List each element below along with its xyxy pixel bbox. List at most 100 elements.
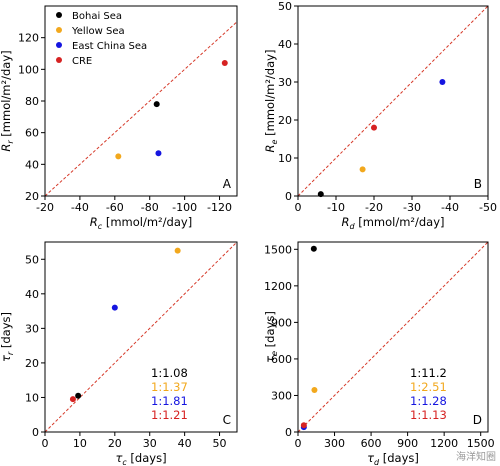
data-point-bohai-sea: [310, 245, 317, 252]
y-tick-label: 40: [25, 158, 39, 171]
y-tick-label: 10: [25, 391, 39, 404]
x-tick-label: -40: [441, 201, 459, 214]
y-tick-label: 1200: [264, 280, 292, 293]
x-tick-label: 0: [295, 201, 302, 214]
x-tick-label: -100: [172, 201, 197, 214]
panel-label: D: [473, 413, 482, 427]
y-tick-label: 50: [25, 253, 39, 266]
x-tick-label: 40: [178, 437, 192, 450]
legend-marker: [56, 27, 62, 33]
ratio-annotation: 1:1.81: [151, 394, 188, 408]
x-tick-label: 0: [42, 437, 49, 450]
data-point-cre: [371, 124, 377, 131]
x-tick-label: -40: [71, 201, 89, 214]
y-tick-label: 20: [25, 357, 39, 370]
ratio-annotation: 1:1.08: [151, 366, 188, 380]
y-axis-label: τe [days]: [263, 311, 279, 363]
y-tick-label: 30: [278, 76, 292, 89]
y-tick-label: 20: [278, 114, 292, 127]
data-point-east-china-sea: [111, 304, 118, 311]
x-tick-label: 600: [361, 437, 382, 450]
x-axis-label: τc [days]: [115, 451, 166, 466]
x-tick-label: 1200: [430, 437, 458, 450]
data-point-bohai-sea: [75, 392, 82, 399]
axes-frame: [297, 5, 489, 197]
panel-label: A: [223, 177, 232, 191]
x-axis-label: Rc [mmol/m²/day]: [90, 215, 192, 231]
y-tick-label: 900: [271, 316, 292, 329]
panel-label: C: [223, 413, 231, 427]
y-tick-label: 40: [278, 38, 292, 51]
y-tick-label: 10: [278, 152, 292, 165]
x-tick-label: 50: [213, 437, 227, 450]
data-point-bohai-sea: [317, 191, 324, 198]
panel-label: B: [474, 177, 482, 191]
y-tick-label: 20: [25, 190, 39, 203]
x-tick-label: -80: [141, 201, 159, 214]
ratio-annotation: 1:1.21: [151, 408, 188, 422]
legend-label: CRE: [72, 56, 92, 67]
y-tick-label: 1500: [264, 243, 292, 256]
panel-b: 0 -10 -20 -30 -40 -50 0 10 20 30 40 50 Rd [mmol/m²/d…: [263, 0, 497, 231]
legend-marker: [56, 12, 62, 18]
one-to-one-line: [298, 6, 488, 196]
axes-frame: [44, 241, 238, 433]
data-point-yellow-sea: [311, 386, 318, 393]
ratio-annotation: 1:1.13: [410, 408, 447, 422]
x-tick-label: -30: [403, 201, 421, 214]
one-to-one-line: [45, 242, 237, 432]
x-tick-label: 0: [295, 437, 302, 450]
x-tick-label: 30: [143, 437, 157, 450]
data-point-yellow-sea: [174, 247, 181, 254]
x-tick-label: 10: [73, 437, 87, 450]
legend: Bohai Sea Yellow Sea East China Sea CRE: [56, 11, 147, 67]
y-axis-label: Rr [mmol/m²/day]: [0, 50, 15, 151]
panel-c: 0 10 20 30 40 50 0 10 20 30 40 50 τc [days] τr [days]…: [0, 241, 238, 466]
ratio-annotation: 1:11.2: [410, 366, 447, 380]
x-tick-label: 300: [324, 437, 345, 450]
ratio-annotation: 1:1.37: [151, 380, 188, 394]
legend-label: Yellow Sea: [71, 26, 125, 37]
y-tick-label: 60: [25, 127, 39, 140]
one-to-one-line: [45, 21, 237, 196]
x-tick-label: -60: [106, 201, 124, 214]
data-point-east-china-sea: [439, 79, 446, 85]
x-tick-label: 20: [108, 437, 122, 450]
x-tick-label: -10: [327, 201, 345, 214]
y-tick-label: 0: [285, 426, 292, 439]
legend-label: Bohai Sea: [72, 11, 122, 22]
y-tick-label: 30: [25, 322, 39, 335]
y-tick-label: 600: [271, 353, 292, 366]
x-axis-label: τd [days]: [367, 451, 419, 466]
x-axis-label: Rd [mmol/m²/day]: [341, 215, 444, 231]
x-tick-label: 1500: [467, 437, 495, 450]
x-tick-label: -20: [36, 201, 54, 214]
axes-frame: [297, 241, 489, 433]
legend-label: East China Sea: [72, 41, 147, 52]
data-point-bohai-sea: [153, 101, 160, 108]
y-tick-label: 0: [285, 190, 292, 203]
ratio-annotation: 1:1.28: [410, 394, 447, 408]
ratio-annotation: 1:2.51: [410, 380, 447, 394]
y-axis-label: Re [mmol/m²/day]: [263, 50, 279, 153]
y-tick-label: 40: [25, 288, 39, 301]
y-tick-label: 0: [32, 426, 39, 439]
x-tick-label: -120: [207, 201, 232, 214]
legend-marker: [56, 42, 62, 48]
y-tick-label: 120: [18, 32, 39, 45]
data-point-cre: [221, 60, 228, 66]
data-point-yellow-sea: [359, 166, 366, 173]
x-tick-label: -20: [365, 201, 383, 214]
data-point-cre: [69, 396, 76, 403]
panel-d: 0 300 600 900 1200 1500 0 300 600 900 1200 1500 τd […: [263, 241, 495, 466]
x-tick-label: 900: [397, 437, 418, 450]
legend-marker: [56, 57, 62, 63]
data-point-yellow-sea: [115, 153, 122, 160]
one-to-one-line: [298, 242, 488, 432]
y-tick-label: 80: [25, 95, 39, 108]
y-tick-label: 300: [271, 389, 292, 402]
panel-a: -20 -40 -60 -80 -100 -120 20 40 60 80 100 120 Rc [mm…: [0, 5, 238, 231]
x-tick-label: -50: [479, 201, 497, 214]
watermark-text: 海洋知圈: [456, 452, 496, 463]
